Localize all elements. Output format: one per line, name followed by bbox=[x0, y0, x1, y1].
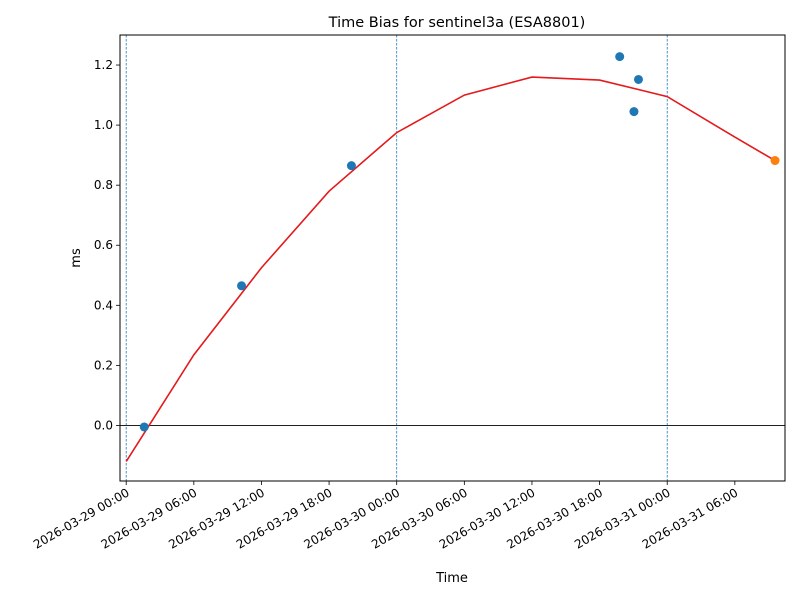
predicted-point-0 bbox=[770, 156, 780, 166]
y-tick-label-6: 1.2 bbox=[94, 58, 113, 72]
y-tick-label-3: 0.6 bbox=[94, 238, 113, 252]
fit-curve bbox=[125, 76, 776, 462]
chart-title: Time Bias for sentinel3a (ESA8801) bbox=[328, 15, 586, 31]
observed-point-5 bbox=[633, 74, 643, 84]
observed-point-0 bbox=[139, 422, 149, 432]
y-axis-label: ms bbox=[69, 248, 84, 268]
x-axis-label: Time bbox=[435, 571, 468, 586]
observed-point-3 bbox=[615, 52, 625, 62]
y-tick-label-2: 0.4 bbox=[94, 298, 113, 312]
y-tick-label-0: 0.0 bbox=[94, 418, 113, 432]
plot-frame bbox=[119, 34, 786, 482]
y-tick-label-1: 0.2 bbox=[94, 358, 113, 372]
observed-point-4 bbox=[629, 107, 639, 117]
observed-point-2 bbox=[346, 161, 356, 171]
y-tick-label-4: 0.8 bbox=[94, 178, 113, 192]
observed-point-1 bbox=[237, 281, 247, 291]
y-tick-label-5: 1.0 bbox=[94, 118, 113, 132]
